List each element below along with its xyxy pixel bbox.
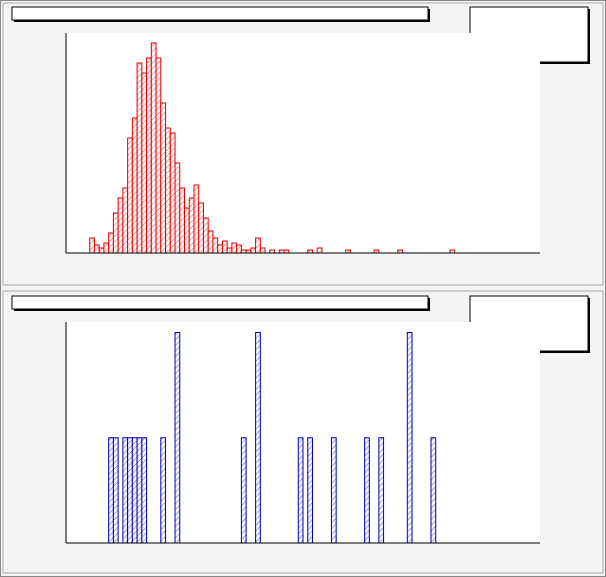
title-box — [11, 295, 429, 310]
histogram-bar — [184, 207, 190, 254]
histogram-bar — [127, 437, 133, 544]
histogram-bar — [406, 332, 413, 544]
title-box — [11, 6, 429, 21]
histogram-bar — [193, 184, 200, 254]
histogram-bar — [108, 437, 114, 544]
histogram-bar — [122, 437, 129, 544]
histogram-bar — [141, 437, 148, 544]
histogram-bar — [150, 42, 157, 254]
histogram-bar — [307, 437, 313, 544]
histogram-bar — [141, 72, 148, 254]
histogram-bar — [250, 247, 257, 254]
histogram-bar — [112, 437, 119, 544]
histogram-bar — [174, 162, 181, 254]
histogram-bar — [430, 437, 437, 544]
histogram-bar — [174, 332, 181, 544]
histogram-bar — [236, 244, 242, 254]
histogram-bar — [155, 57, 162, 254]
histogram-bar — [221, 240, 228, 254]
histogram-bar — [98, 247, 105, 254]
histogram-bar — [226, 247, 233, 254]
histogram-bar — [217, 244, 223, 254]
histogram-bar — [160, 437, 167, 544]
histogram-bar — [131, 117, 138, 254]
histogram-bar — [188, 197, 195, 254]
histogram-bar — [127, 137, 133, 254]
histogram-bar — [297, 437, 304, 544]
histogram-bar — [198, 202, 204, 254]
histogram-bar — [131, 437, 138, 544]
histogram-bar — [378, 437, 385, 544]
histogram-bar — [112, 212, 119, 254]
histogram-bar — [169, 132, 176, 254]
histogram-bar — [255, 237, 261, 254]
histogram-bar — [179, 187, 185, 254]
histogram-bar — [108, 232, 114, 254]
histogram-bar — [117, 197, 124, 254]
histogram-bar — [255, 332, 261, 544]
histogram-bar — [165, 127, 171, 254]
histogram-bar — [103, 242, 110, 254]
histogram-bar — [146, 57, 152, 254]
histogram-bar — [136, 437, 143, 544]
histogram-bar — [160, 102, 167, 254]
histogram-bar — [364, 437, 370, 544]
histogram-bar — [259, 247, 266, 254]
histogram-bar — [330, 437, 337, 544]
histogram-bar — [212, 237, 219, 254]
histogram-bar — [231, 242, 238, 254]
histogram-bar — [240, 437, 247, 544]
histogram-bar — [316, 247, 323, 254]
histogram-bar — [93, 244, 100, 254]
histogram-bar — [202, 217, 209, 254]
histogram-bar — [207, 230, 214, 254]
histogram-bar — [89, 237, 95, 254]
histogram-bar — [122, 187, 129, 254]
histogram-bar — [136, 62, 143, 254]
